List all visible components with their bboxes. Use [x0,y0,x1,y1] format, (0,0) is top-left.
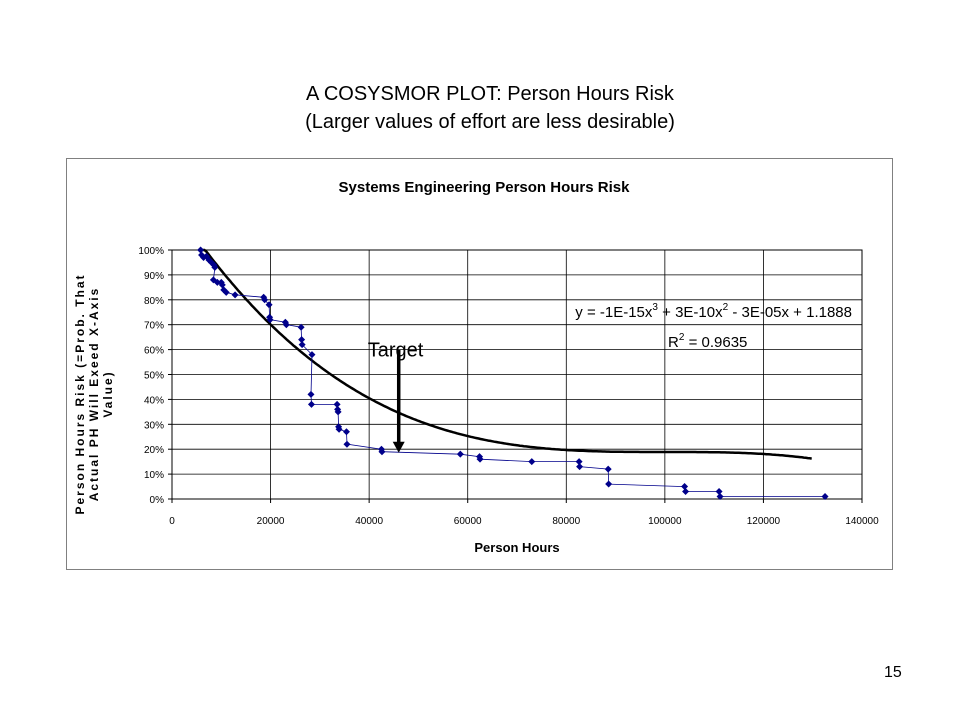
equation-part-2: + 3E-10x [658,304,723,321]
data-point-marker [378,448,386,456]
data-point-marker [198,251,206,259]
data-point-marker [605,480,613,488]
equation-part-3: - 3E-05x + 1.1888 [728,304,852,321]
data-point-marker [575,458,583,466]
data-point-marker [298,336,306,344]
grid-lines [171,249,863,500]
data-point-marker [207,258,215,266]
trendline-curve [200,248,812,460]
x-tick-label: 20000 [257,516,285,527]
data-point-marker [716,493,724,501]
data-point-marker [297,323,305,331]
y-tick-label: 10% [144,470,164,481]
data-point-marker [307,400,315,408]
chart-title: Systems Engineering Person Hours Risk [339,179,631,196]
data-point-marker [213,278,221,286]
data-point-marker [821,493,829,501]
regression-equation: y = -1E-15x3 + 3E-10x2 - 3E-05x + 1.1888 [575,302,852,321]
target-arrowhead [392,441,405,453]
data-point-marker [476,455,484,463]
y-tick-label: 100% [138,246,164,257]
x-tick-label: 140000 [845,516,879,527]
x-tick-label: 80000 [552,516,580,527]
data-point-marker [211,263,219,271]
data-point-marker [218,281,226,289]
y-tick-label: 20% [144,445,164,456]
equation-exponent-1: 3 [652,302,658,313]
target-label: Target [368,340,424,362]
y-tick-label: 0% [150,495,165,506]
data-point-marker [456,450,464,458]
x-tick-label: 60000 [454,516,482,527]
x-tick-label: 120000 [747,516,781,527]
data-point-marker [682,488,690,496]
data-point-marker [282,321,290,329]
data-point-marker [681,483,689,491]
data-point-marker [528,458,536,466]
data-point-marker [203,252,210,260]
y-tick-label: 90% [144,271,164,282]
data-point-marker [342,428,350,436]
data-point-marker [576,463,584,471]
chart-frame: Systems Engineering Person Hours Risk 0%… [66,158,893,570]
series-line [200,249,825,497]
data-point-marker [266,316,274,324]
data-series-group [197,246,829,501]
data-point-marker [308,351,316,359]
slide-title-line-2: (Larger values of effort are less desira… [305,111,675,133]
data-point-marker [261,296,269,304]
y-tick-label: 70% [144,321,164,332]
y-axis-label-line-1: Person Hours Risk (=Prob. That [73,273,87,514]
x-tick-label: 100000 [648,516,682,527]
x-tick-label: 0 [169,516,175,527]
y-axis-label-line-3: Value) [101,370,115,417]
y-tick-label: 30% [144,420,164,431]
y-tick-label: 40% [144,395,164,406]
y-tick-label: 50% [144,371,164,382]
data-point-marker [715,488,723,496]
data-point-marker [265,301,273,309]
data-point-marker [333,400,341,408]
x-axis-label: Person Hours [474,540,559,555]
chart-svg: Systems Engineering Person Hours Risk 0%… [73,179,879,555]
y-axis-label: Person Hours Risk (=Prob. That Actual PH… [73,273,115,514]
data-point-marker [307,390,315,398]
data-point-marker [231,291,239,299]
data-point-marker [222,288,230,296]
r-squared: R2 = 0.9635 [668,332,747,351]
data-point-marker [209,276,217,284]
data-point-marker [604,465,612,473]
page-number: 15 [884,664,902,681]
data-point-marker [334,408,342,416]
y-tick-label: 80% [144,296,164,307]
data-point-marker [335,425,343,433]
data-point-marker [298,341,306,349]
y-axis-label-line-2: Actual PH Will Exeed X-Axis [87,287,101,502]
slide-title-line-1: A COSYSMOR PLOT: Person Hours Risk [306,83,674,105]
r-squared-exponent: 2 [679,332,685,343]
x-tick-label: 40000 [355,516,383,527]
data-point-marker [343,440,351,448]
equation-exponent-2: 2 [723,302,729,313]
trendline-group [200,248,812,460]
y-tick-label: 60% [144,346,164,357]
r-squared-value: = 0.9635 [684,334,747,351]
r-squared-symbol: R [668,334,679,351]
data-point-marker [197,246,205,254]
equation-part-1: y = -1E-15x [575,304,653,321]
axis-ticks-group: 0% 10% 20% 30% 40% 50% 60% 70% 80% 90% 100% 0 20000 4… [138,246,879,527]
